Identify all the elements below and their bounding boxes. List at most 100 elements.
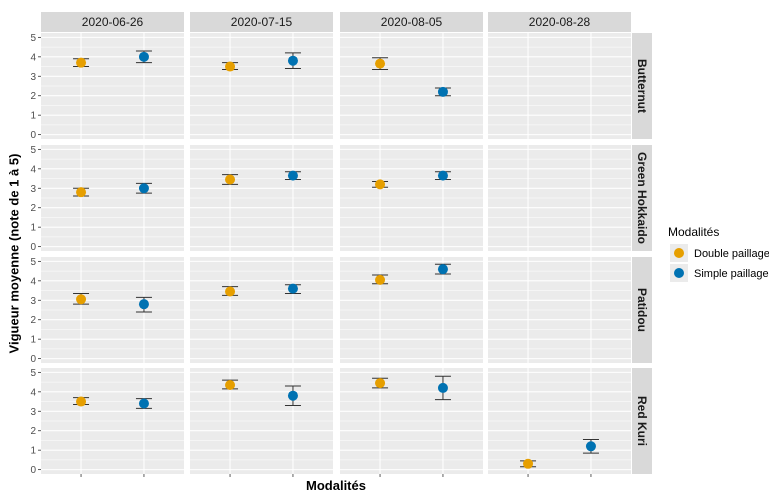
col-strip-label: 2020-07-15 [231,15,293,29]
data-point [287,390,298,401]
data-point-group [372,377,389,389]
panel [488,368,631,474]
row-strip-label: Red Kuri [635,396,649,446]
data-point-group [434,375,451,401]
data-point-group [434,263,451,275]
y-tick-label: 3 [30,296,36,307]
data-point [287,55,298,66]
legend-swatch [674,248,684,258]
data-point-group [135,50,152,64]
legend-title: Modalités [668,225,719,239]
row-strip-label: Green Hokkaido [635,152,649,244]
y-tick-label: 0 [30,465,36,476]
y-tick-label: 2 [30,315,36,326]
data-point-group [73,292,90,305]
data-point [138,183,149,194]
data-point [76,57,87,68]
data-point [76,294,87,305]
data-point [437,264,448,275]
y-tick-label: 2 [30,203,36,214]
data-point-group [73,187,90,198]
data-point [287,283,298,294]
y-tick-label: 0 [30,130,36,141]
y-tick-label: 2 [30,91,36,102]
data-point [138,398,149,409]
data-point-group [434,86,451,97]
y-tick-label: 4 [30,164,36,175]
data-point-group [222,61,239,72]
data-point-group [284,170,301,181]
y-tick-label: 3 [30,72,36,83]
data-point-group [73,57,90,68]
row-strip-label: Butternut [635,59,649,113]
panel [340,368,483,474]
y-tick-label: 0 [30,354,36,365]
y-tick-label: 1 [30,335,36,346]
col-strip-2020-07-15 [190,12,333,32]
y-tick-label: 4 [30,276,36,287]
y-tick-label: 5 [30,33,36,44]
y-tick-label: 0 [30,242,36,253]
row-strip-label: Patidou [635,288,649,332]
panel [340,33,483,139]
data-point [375,274,386,285]
data-point-group [135,296,152,313]
data-point [375,58,386,69]
row-strip-green-hokkaido [632,145,652,251]
data-point [437,382,448,393]
data-point [225,61,236,72]
legend-entry-label: Simple paillage [694,268,769,280]
data-point [76,187,87,198]
panel [41,33,184,139]
row-strip-patidou [632,257,652,363]
col-strip-label: 2020-08-05 [381,15,443,29]
y-tick-label: 1 [30,223,36,234]
panel [488,257,631,363]
y-tick-label: 4 [30,387,36,398]
y-axis-title: Vigueur moyenne (note de 1 à 5) [7,154,22,354]
data-point-group [284,385,301,406]
data-point [375,378,386,389]
y-tick-label: 3 [30,184,36,195]
data-point-group [284,52,301,69]
panel [190,257,333,363]
y-tick-label: 4 [30,52,36,63]
panel [41,145,184,251]
data-point-group [222,286,239,297]
col-strip-2020-08-28 [488,12,631,32]
panel [340,145,483,251]
y-tick-label: 3 [30,407,36,418]
data-point [76,396,87,407]
data-point-group [284,283,301,294]
data-point [585,441,596,452]
data-point-group [372,274,389,285]
x-axis-title: Modalités [306,478,366,493]
data-point [437,86,448,97]
data-point [437,170,448,181]
y-tick-label: 5 [30,368,36,379]
data-point-group [372,179,389,190]
data-point [225,286,236,297]
panel [190,145,333,251]
col-strip-2020-06-26 [41,12,184,32]
data-point [138,299,149,310]
panel [488,33,631,139]
data-point [225,174,236,185]
y-tick-label: 2 [30,426,36,437]
y-tick-label: 5 [30,257,36,268]
y-tick-label: 1 [30,111,36,122]
data-point-group [135,182,152,194]
row-strip-red-kuri [632,368,652,474]
data-point-group [222,174,239,185]
col-strip-2020-08-05 [340,12,483,32]
legend-entry-label: Double paillage [694,248,769,260]
y-tick-label: 1 [30,446,36,457]
data-point-group [73,396,90,407]
data-point-group [520,458,537,469]
panel [41,368,184,474]
data-point-group [135,398,152,409]
panel [190,368,333,474]
data-point [375,179,386,190]
panel [340,257,483,363]
